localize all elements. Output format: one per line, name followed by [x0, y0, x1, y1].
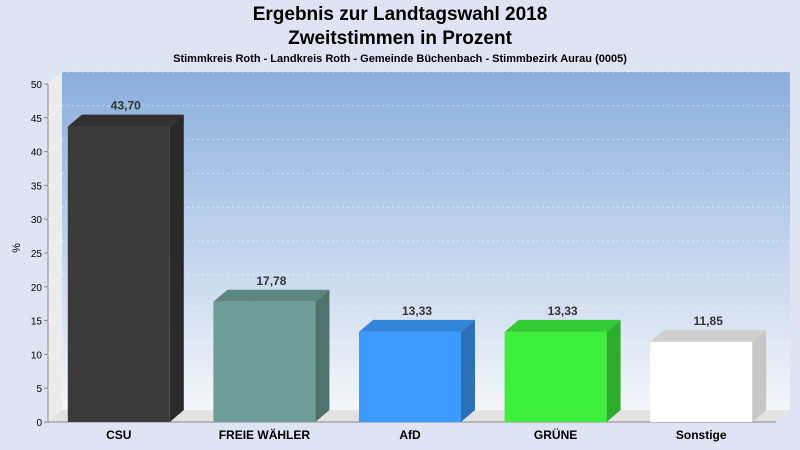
gridline-depth — [47, 105, 63, 119]
data-label: 13,33 — [548, 304, 578, 318]
bar-front — [650, 341, 753, 422]
gridline-depth — [47, 375, 63, 389]
y-tick-label: 5 — [36, 384, 42, 395]
bar-top — [359, 319, 475, 332]
gridline-depth — [47, 240, 63, 254]
y-axis-label: % — [11, 243, 23, 253]
bar-top — [504, 319, 621, 332]
x-tick-label: FREIE WÄHLER — [219, 427, 311, 442]
data-label: 43,70 — [111, 99, 141, 113]
gridline-depth — [47, 173, 63, 186]
plot-left-wall — [48, 72, 62, 422]
bar-side — [315, 289, 330, 422]
bar-side — [752, 329, 767, 422]
y-tick-label: 0 — [36, 418, 42, 429]
bar-csu: 43,70 — [67, 99, 184, 422]
bar-side — [461, 319, 475, 422]
gridline-depth — [47, 308, 63, 321]
bar-side — [169, 114, 184, 422]
y-tick-label: 30 — [31, 215, 43, 226]
y-tick-label: 45 — [31, 114, 43, 125]
bar-front — [504, 331, 607, 422]
x-tick-label: GRÜNE — [534, 427, 577, 442]
bar-front — [359, 331, 461, 422]
x-tick-label: CSU — [106, 428, 131, 442]
bar-front — [67, 126, 170, 422]
chart-subtitle: Zweitstimmen in Prozent — [288, 28, 512, 49]
gridline-depth — [47, 342, 63, 355]
y-tick-label: 25 — [31, 249, 43, 260]
bar-top — [67, 114, 184, 127]
bar-front — [213, 301, 316, 422]
chart-title: Ergebnis zur Landtagswahl 2018 — [252, 4, 548, 25]
x-tick-label: Sonstige — [676, 428, 727, 442]
gridline-depth — [47, 139, 63, 152]
gridline-depth — [47, 274, 63, 288]
bar-sonstige: 11,85 — [650, 314, 767, 422]
bar-gr-ne: 13,33 — [504, 304, 621, 422]
bar-top — [650, 329, 767, 342]
bar-top — [213, 289, 330, 302]
bar-side — [606, 319, 621, 422]
chart-district-subtitle: Stimmkreis Roth - Landkreis Roth - Gemei… — [173, 53, 627, 65]
x-tick-label: AfD — [399, 428, 421, 442]
y-tick-label: 10 — [31, 350, 43, 361]
y-tick-label: 50 — [31, 80, 43, 91]
y-tick-label: 20 — [31, 283, 43, 294]
data-label: 17,78 — [256, 274, 286, 288]
gridline-depth — [47, 206, 63, 220]
y-tick-label: 35 — [31, 181, 43, 192]
y-tick-label: 40 — [31, 148, 43, 159]
data-label: 11,85 — [694, 314, 724, 328]
bar-freie-w-hler: 17,78 — [213, 274, 330, 422]
y-tick-label: 15 — [31, 317, 43, 328]
gridline-depth — [47, 71, 63, 85]
data-label: 13,33 — [402, 304, 432, 318]
bar-afd: 13,33 — [359, 304, 475, 422]
